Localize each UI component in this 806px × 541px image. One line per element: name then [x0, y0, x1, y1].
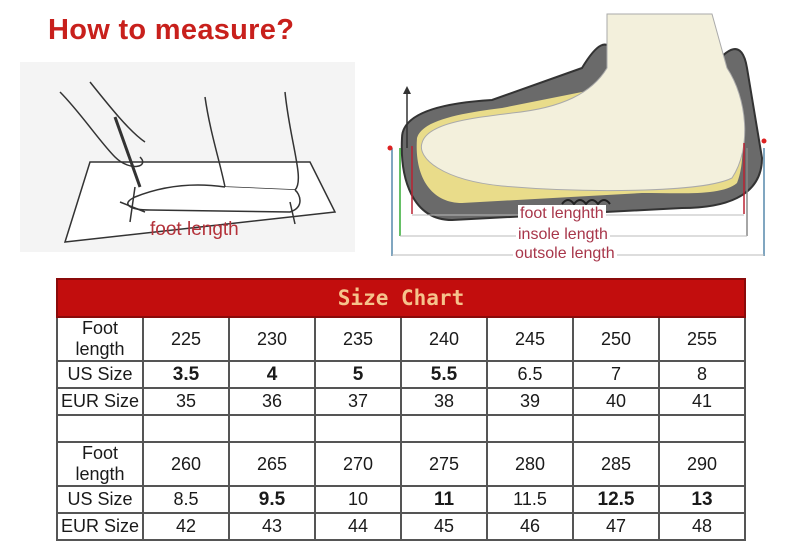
size-chart-title: Size Chart — [56, 278, 746, 318]
row-label: US Size — [56, 485, 144, 514]
size-cell: 41 — [658, 387, 746, 416]
size-cell: 230 — [228, 316, 316, 362]
table-row: US Size 8.5 9.5 10 11 11.5 12.5 13 — [56, 485, 746, 514]
size-cell: 40 — [572, 387, 660, 416]
measure-foot-illustration: foot length — [20, 62, 355, 252]
size-cell: 5 — [314, 360, 402, 389]
size-cell: 12.5 — [572, 485, 660, 514]
size-cell: 250 — [572, 316, 660, 362]
shoe-drawing — [387, 13, 767, 256]
row-label: Foot length — [56, 316, 144, 362]
table-row: EUR Size 42 43 44 45 46 47 48 — [56, 512, 746, 541]
table-row: Foot length 260 265 270 275 280 285 290 — [56, 441, 746, 487]
size-cell: 37 — [314, 387, 402, 416]
size-cell: 44 — [314, 512, 402, 541]
shoe-cross-section-illustration: foot lenghth insole length outsole lengt… — [382, 8, 772, 270]
size-cell: 280 — [486, 441, 574, 487]
row-label: Foot length — [56, 441, 144, 487]
size-cell: 6.5 — [486, 360, 574, 389]
size-cell: 4 — [228, 360, 316, 389]
foot-length-measure-label: foot lenghth — [518, 205, 606, 223]
table-row: US Size 3.5 4 5 5.5 6.5 7 8 — [56, 360, 746, 389]
cropped-footer-decoration — [60, 531, 620, 541]
size-cell: 270 — [314, 441, 402, 487]
size-cell: 7 — [572, 360, 660, 389]
size-cell: 47 — [572, 512, 660, 541]
insole-length-label: insole length — [516, 226, 610, 244]
empty-cell — [142, 414, 230, 443]
size-cell: 245 — [486, 316, 574, 362]
spacer-row — [56, 414, 746, 443]
size-cell: 45 — [400, 512, 488, 541]
empty-cell — [56, 414, 144, 443]
size-cell: 3.5 — [142, 360, 230, 389]
size-cell: 13 — [658, 485, 746, 514]
table-row: EUR Size 35 36 37 38 39 40 41 — [56, 387, 746, 416]
size-cell: 11.5 — [486, 485, 574, 514]
size-cell: 35 — [142, 387, 230, 416]
size-cell: 225 — [142, 316, 230, 362]
page-title: How to measure? — [48, 14, 295, 46]
size-cell: 260 — [142, 441, 230, 487]
empty-cell — [228, 414, 316, 443]
outsole-length-label: outsole length — [513, 245, 617, 263]
size-cell: 240 — [400, 316, 488, 362]
foot-drawing — [59, 81, 337, 243]
size-cell: 290 — [658, 441, 746, 487]
size-cell: 39 — [486, 387, 574, 416]
size-cell: 275 — [400, 441, 488, 487]
size-cell: 10 — [314, 485, 402, 514]
size-cell: 8.5 — [142, 485, 230, 514]
empty-cell — [658, 414, 746, 443]
table-row: Foot length 225 230 235 240 245 250 255 — [56, 316, 746, 362]
size-cell: 8 — [658, 360, 746, 389]
size-cell: 43 — [228, 512, 316, 541]
size-cell: 255 — [658, 316, 746, 362]
size-cell: 38 — [400, 387, 488, 416]
row-label: US Size — [56, 360, 144, 389]
size-chart-table: Size Chart Foot length 225 230 235 240 245 250… — [56, 278, 746, 541]
size-cell: 235 — [314, 316, 402, 362]
size-cell: 42 — [142, 512, 230, 541]
empty-cell — [486, 414, 574, 443]
foot-length-label: foot length — [150, 219, 239, 240]
size-cell: 5.5 — [400, 360, 488, 389]
size-cell: 46 — [486, 512, 574, 541]
empty-cell — [314, 414, 402, 443]
row-label: EUR Size — [56, 512, 144, 541]
size-cell: 48 — [658, 512, 746, 541]
empty-cell — [400, 414, 488, 443]
empty-cell — [572, 414, 660, 443]
size-cell: 11 — [400, 485, 488, 514]
size-cell: 285 — [572, 441, 660, 487]
size-cell: 36 — [228, 387, 316, 416]
size-cell: 265 — [228, 441, 316, 487]
size-cell: 9.5 — [228, 485, 316, 514]
row-label: EUR Size — [56, 387, 144, 416]
